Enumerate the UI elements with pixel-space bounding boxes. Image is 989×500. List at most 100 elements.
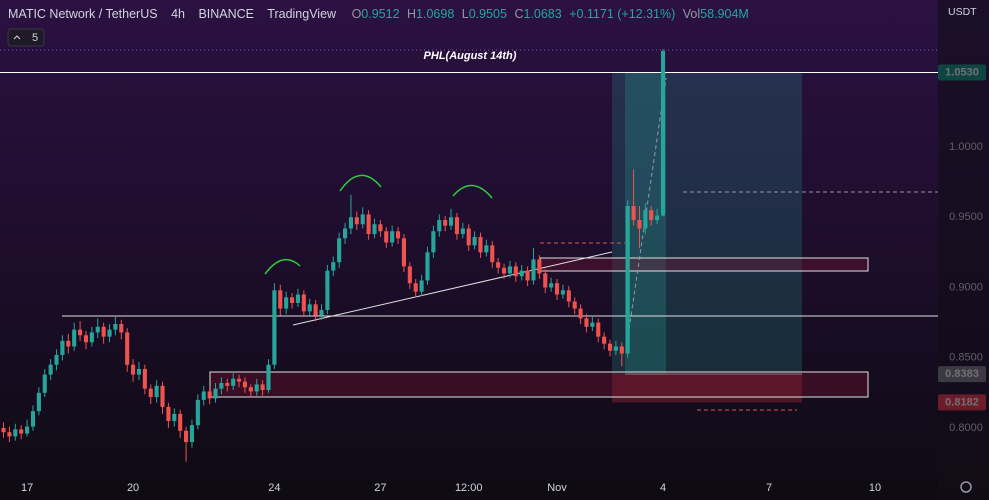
candle-body bbox=[1, 427, 6, 433]
ohlc-key: L bbox=[462, 7, 469, 21]
candle-body bbox=[36, 392, 41, 412]
candle-body bbox=[278, 290, 283, 309]
candle-body bbox=[613, 346, 618, 351]
ohlc-value: 0.9505 bbox=[469, 7, 507, 21]
demand-zone bbox=[209, 371, 869, 398]
x-tick-label: 20 bbox=[127, 482, 139, 494]
candle-body bbox=[607, 343, 613, 351]
candle-body bbox=[237, 378, 242, 382]
head-arc bbox=[452, 184, 493, 199]
candle-body bbox=[649, 210, 654, 221]
exchange: BINANCE bbox=[198, 7, 254, 21]
candle-body bbox=[78, 329, 83, 336]
candle-body bbox=[631, 205, 636, 221]
candle-body bbox=[490, 245, 495, 263]
candle-body bbox=[354, 217, 359, 225]
indicator-count[interactable]: 5 bbox=[32, 32, 38, 44]
candle-body bbox=[660, 51, 666, 216]
candle-body bbox=[260, 384, 265, 391]
candle-body bbox=[213, 388, 218, 399]
volume-value: 58.904M bbox=[700, 7, 749, 21]
candle-body bbox=[519, 270, 524, 277]
candle-body bbox=[272, 290, 277, 365]
candle-body bbox=[113, 324, 118, 330]
candle-body bbox=[60, 340, 65, 355]
candle-body bbox=[266, 364, 271, 391]
projection-line bbox=[625, 77, 667, 351]
indicator-toggle[interactable] bbox=[7, 28, 45, 47]
candle-body bbox=[643, 210, 648, 229]
currency[interactable]: USDT bbox=[948, 6, 977, 18]
candle-body bbox=[407, 266, 412, 284]
stop-zone bbox=[612, 374, 802, 403]
candle-body bbox=[219, 383, 224, 389]
interval: 4h bbox=[171, 7, 185, 21]
candle-body bbox=[496, 262, 501, 268]
source: TradingView bbox=[267, 7, 337, 21]
candle-body bbox=[125, 332, 130, 365]
candle-body bbox=[395, 231, 401, 239]
candle-body bbox=[254, 384, 259, 392]
annotation: PHL(August 14th) bbox=[424, 50, 517, 62]
symbol: MATIC Network / TetherUS bbox=[8, 7, 158, 21]
candle-body bbox=[231, 378, 236, 386]
candle-body bbox=[160, 385, 165, 407]
candle-body bbox=[554, 283, 560, 295]
candle-body bbox=[301, 294, 306, 312]
candle-body bbox=[419, 280, 424, 292]
candle-body bbox=[95, 326, 100, 333]
candle-body bbox=[89, 332, 94, 343]
candle-body bbox=[537, 259, 542, 274]
candle-body bbox=[289, 297, 295, 303]
candle-body bbox=[107, 329, 112, 337]
candles bbox=[1, 48, 666, 462]
candle-body bbox=[425, 252, 430, 281]
candle-body bbox=[325, 270, 330, 310]
candle-body bbox=[119, 324, 124, 333]
ohlc-key: O bbox=[352, 7, 362, 21]
head-arc bbox=[339, 174, 382, 192]
ohlc-key: H bbox=[407, 7, 416, 21]
candle-body bbox=[625, 205, 630, 354]
candle-body bbox=[460, 228, 465, 235]
candle-body bbox=[72, 329, 77, 347]
candle-body bbox=[83, 335, 89, 343]
candle-body bbox=[54, 354, 59, 365]
candle-body bbox=[366, 214, 371, 235]
settings-icon[interactable] bbox=[960, 481, 972, 493]
x-tick-label: 7 bbox=[766, 482, 772, 494]
candle-body bbox=[619, 346, 624, 354]
candle-body bbox=[501, 267, 507, 274]
candle-body bbox=[101, 326, 106, 337]
candle-body bbox=[390, 231, 395, 243]
candle-body bbox=[443, 220, 448, 226]
candle-body bbox=[543, 273, 548, 288]
candle-body bbox=[319, 309, 324, 316]
candle-body bbox=[178, 413, 183, 431]
candle-body bbox=[478, 236, 483, 253]
ohlc-key: C bbox=[514, 7, 523, 21]
candle-body bbox=[637, 220, 642, 229]
candle-body bbox=[7, 432, 12, 437]
candle-body bbox=[549, 283, 554, 288]
candle-body bbox=[466, 228, 471, 246]
candle-body bbox=[30, 411, 36, 427]
volume-key: Vol bbox=[683, 7, 700, 21]
candle-body bbox=[166, 406, 171, 421]
candle-body bbox=[578, 308, 583, 319]
x-tick-label: 24 bbox=[268, 482, 280, 494]
ohlc-value: 1.0698 bbox=[416, 7, 454, 21]
candle-body bbox=[584, 318, 589, 327]
candle-body bbox=[602, 336, 607, 344]
candle-body bbox=[413, 283, 418, 292]
candle-body bbox=[295, 294, 301, 303]
candle-body bbox=[531, 259, 536, 281]
candle-body bbox=[484, 245, 489, 253]
candle-body bbox=[154, 385, 159, 398]
candle-body bbox=[189, 425, 195, 443]
candle-body bbox=[342, 228, 348, 239]
candle-body bbox=[313, 304, 318, 316]
candle-body bbox=[13, 429, 18, 437]
candle-body bbox=[378, 224, 383, 232]
